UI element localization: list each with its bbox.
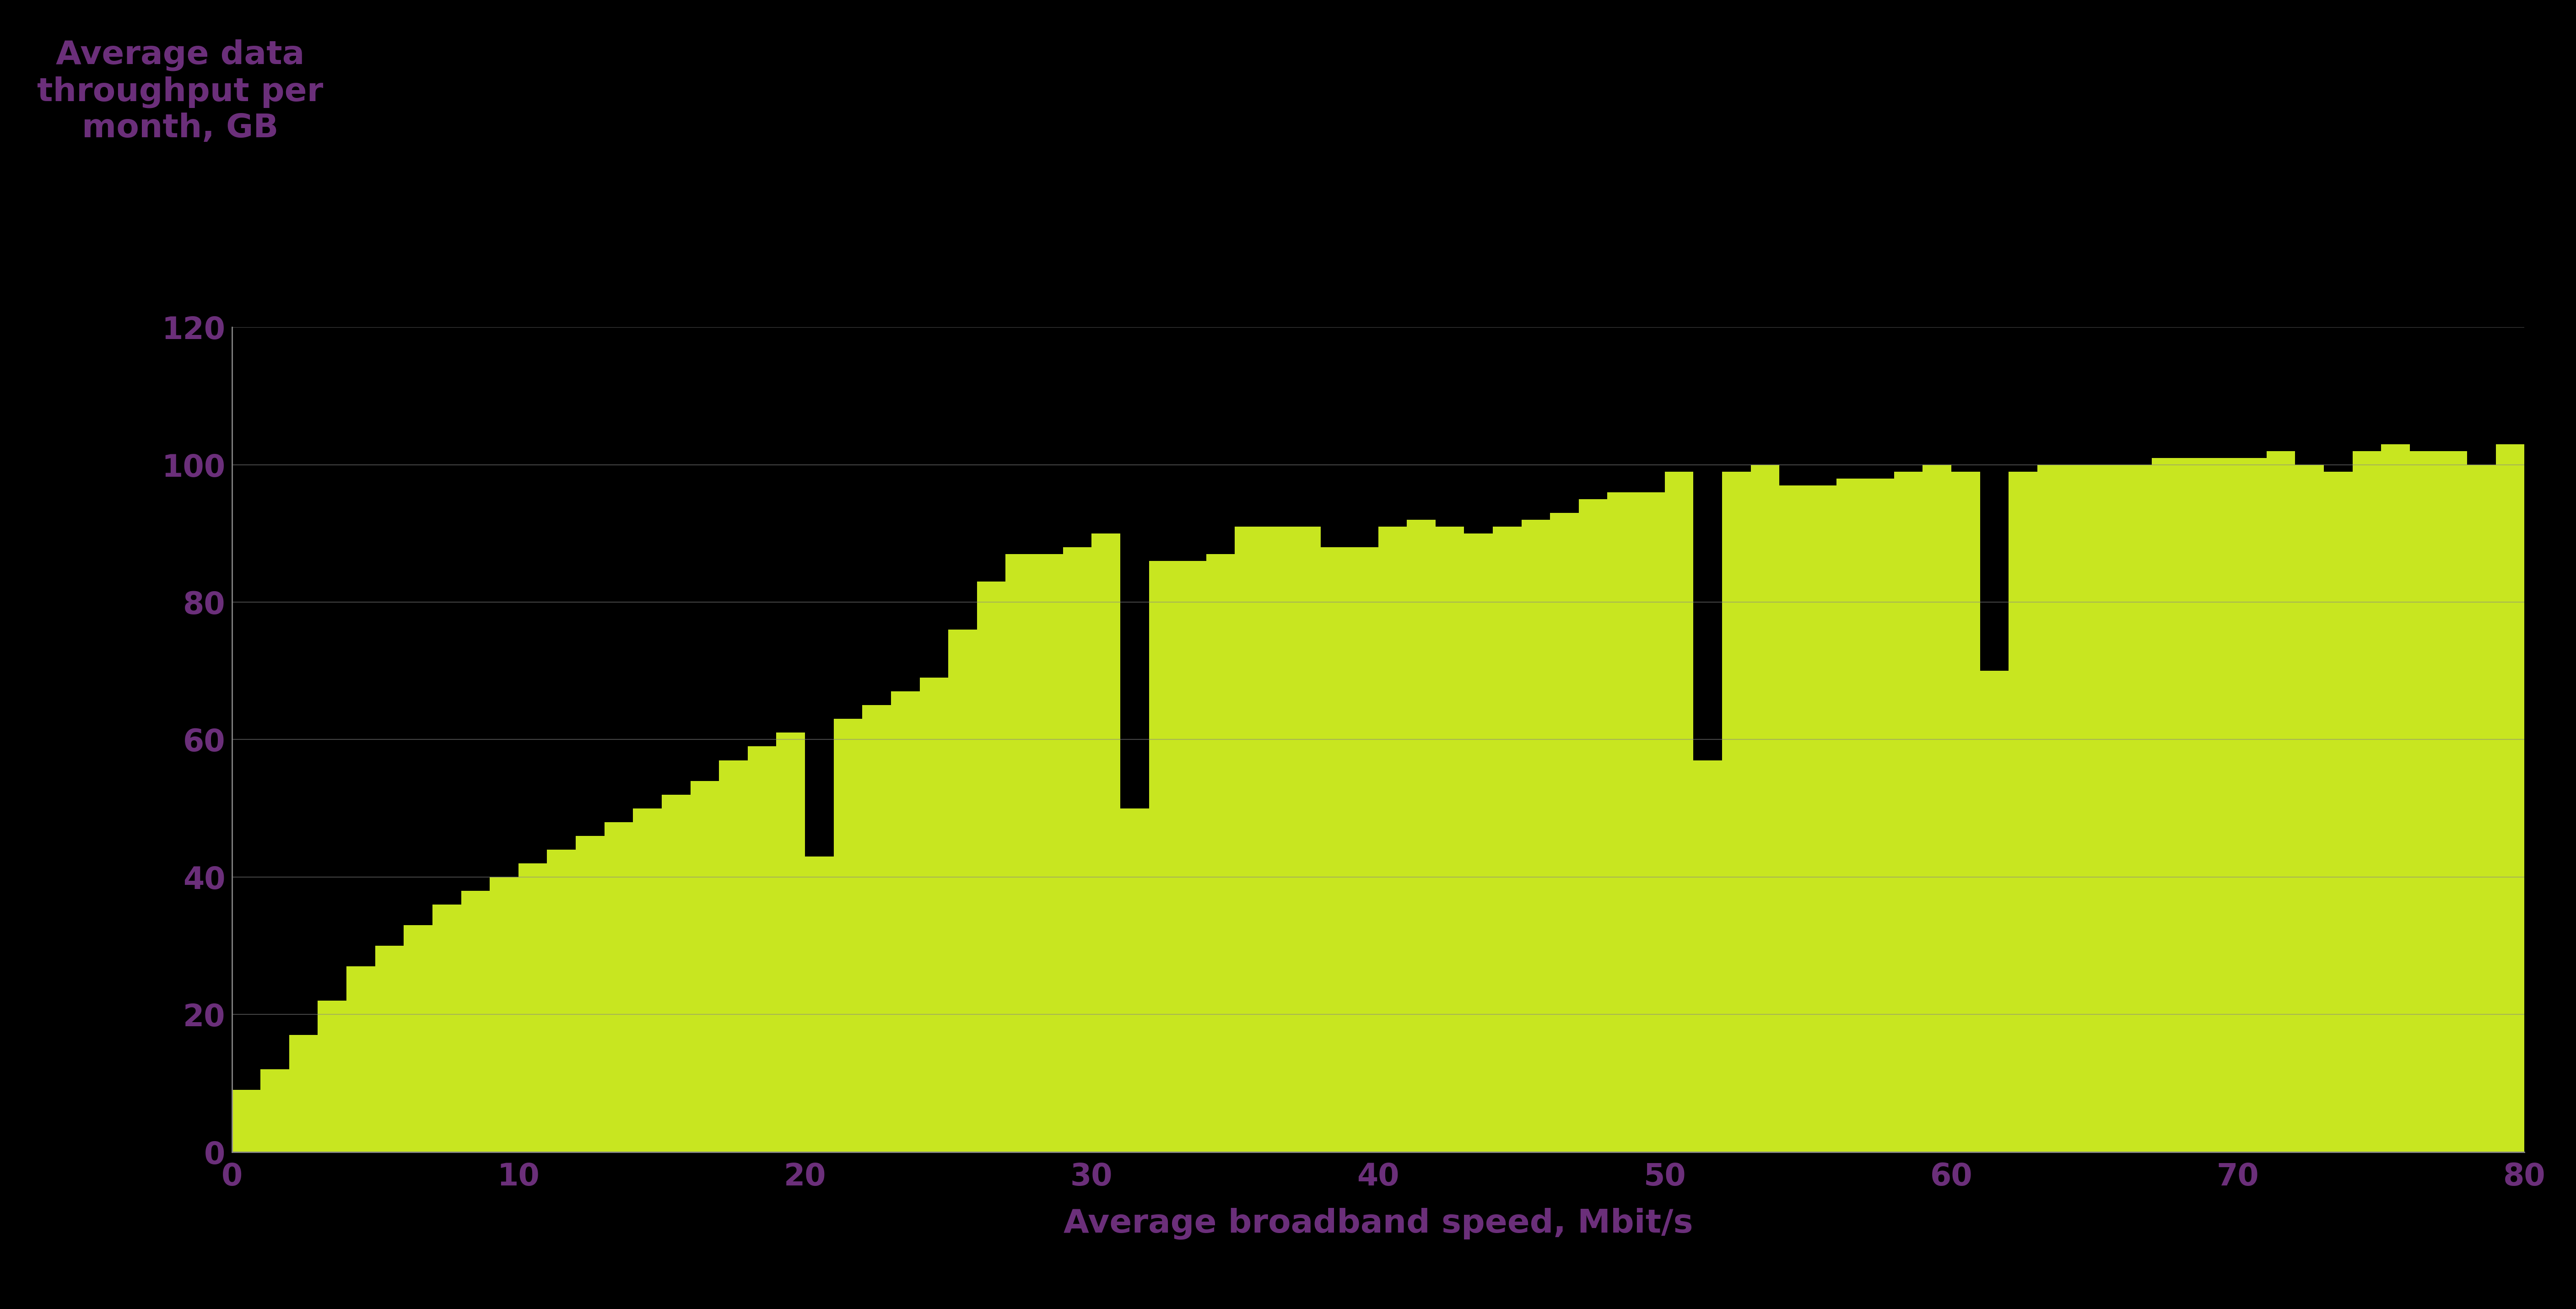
Bar xyxy=(690,780,719,1152)
Text: Average data
throughput per
month, GB: Average data throughput per month, GB xyxy=(36,39,325,144)
Bar xyxy=(2179,458,2210,1152)
Bar xyxy=(1234,526,1265,1152)
Bar xyxy=(1893,471,1922,1152)
X-axis label: Average broadband speed, Mbit/s: Average broadband speed, Mbit/s xyxy=(1064,1207,1692,1240)
Bar xyxy=(1664,471,1692,1152)
Bar xyxy=(260,1069,289,1152)
Bar xyxy=(1551,513,1579,1152)
Bar xyxy=(289,1035,317,1152)
Bar xyxy=(2439,450,2468,1152)
Bar xyxy=(1953,471,1981,1152)
Bar xyxy=(1350,547,1378,1152)
Bar xyxy=(1837,479,1865,1152)
Bar xyxy=(1579,499,1607,1152)
Bar xyxy=(1206,554,1234,1152)
Bar xyxy=(2123,465,2151,1152)
Bar xyxy=(662,795,690,1152)
Bar xyxy=(1149,560,1177,1152)
Bar xyxy=(574,836,605,1152)
Bar xyxy=(1321,547,1350,1152)
Bar xyxy=(2295,465,2324,1152)
Bar xyxy=(719,761,747,1152)
Bar xyxy=(1522,520,1551,1152)
Bar xyxy=(2210,458,2239,1152)
Bar xyxy=(1036,554,1064,1152)
Bar xyxy=(1752,465,1780,1152)
Bar xyxy=(404,925,433,1152)
Bar xyxy=(863,706,891,1152)
Bar xyxy=(1808,486,1837,1152)
Bar xyxy=(232,1090,260,1152)
Bar xyxy=(1378,526,1406,1152)
Bar xyxy=(2038,465,2066,1152)
Bar xyxy=(1092,534,1121,1152)
Bar xyxy=(1435,526,1463,1152)
Bar xyxy=(634,809,662,1152)
Bar xyxy=(518,864,546,1152)
Bar xyxy=(920,678,948,1152)
Bar xyxy=(1607,492,1636,1152)
Bar xyxy=(2239,458,2267,1152)
Bar xyxy=(1922,465,1953,1152)
Bar xyxy=(489,877,518,1152)
Bar xyxy=(891,691,920,1152)
Bar xyxy=(1636,492,1664,1152)
Bar xyxy=(1064,547,1092,1152)
Bar xyxy=(2066,465,2094,1152)
Bar xyxy=(1265,526,1293,1152)
Bar xyxy=(1723,471,1752,1152)
Bar xyxy=(345,966,376,1152)
Bar xyxy=(2094,465,2123,1152)
Bar xyxy=(1780,486,1808,1152)
Bar xyxy=(1005,554,1036,1152)
Bar xyxy=(775,733,804,1152)
Bar xyxy=(433,905,461,1152)
Bar xyxy=(605,822,634,1152)
Bar xyxy=(1293,526,1321,1152)
Bar xyxy=(376,945,404,1152)
Bar xyxy=(461,890,489,1152)
Bar xyxy=(976,581,1005,1152)
Bar xyxy=(747,746,775,1152)
Bar xyxy=(1463,534,1494,1152)
Bar xyxy=(2468,465,2496,1152)
Bar xyxy=(2151,458,2179,1152)
Bar xyxy=(317,1000,345,1152)
Bar xyxy=(835,719,863,1152)
Bar xyxy=(2496,444,2524,1152)
Bar xyxy=(2267,450,2295,1152)
Bar xyxy=(2380,444,2411,1152)
Bar xyxy=(2352,450,2380,1152)
Bar xyxy=(1494,526,1522,1152)
Bar xyxy=(1177,560,1206,1152)
Bar xyxy=(2411,450,2439,1152)
Bar xyxy=(1121,809,1149,1152)
Bar xyxy=(546,850,574,1152)
Bar xyxy=(1406,520,1435,1152)
Bar xyxy=(1981,672,2009,1152)
Bar xyxy=(804,856,835,1152)
Bar xyxy=(2009,471,2038,1152)
Bar xyxy=(2324,471,2352,1152)
Bar xyxy=(1692,761,1723,1152)
Bar xyxy=(948,630,976,1152)
Bar xyxy=(1865,479,1893,1152)
